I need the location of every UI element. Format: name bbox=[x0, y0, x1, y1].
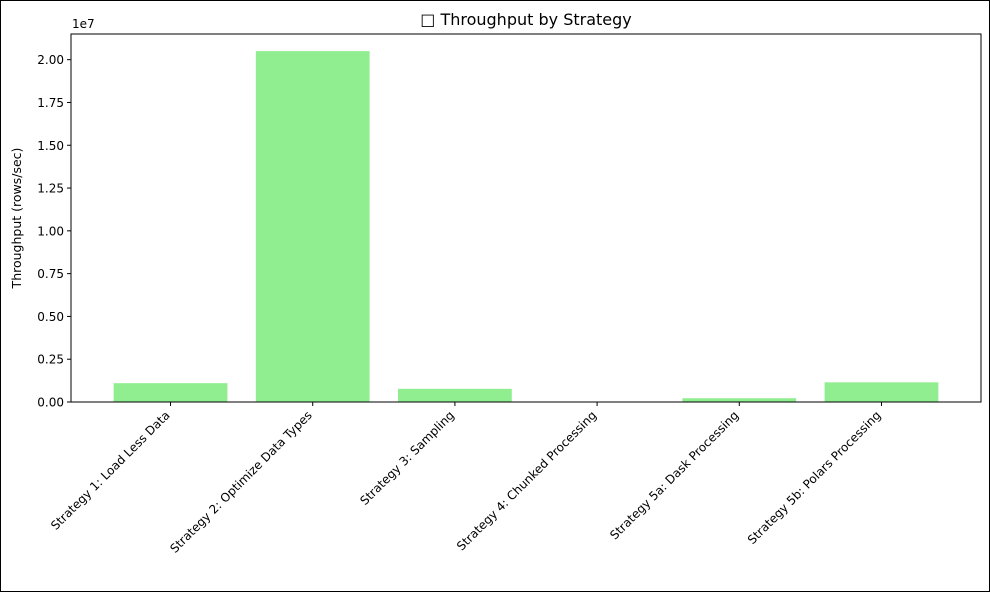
y-tick-label: 1.00 bbox=[37, 224, 64, 238]
x-tick-label: Strategy 4: Chunked Processing bbox=[454, 408, 599, 553]
y-tick-label: 0.25 bbox=[37, 353, 64, 367]
bars-group bbox=[113, 51, 939, 403]
y-tick-label: 2.00 bbox=[37, 53, 64, 67]
y-tick-label: 1.25 bbox=[37, 182, 64, 196]
y-axis-label: Throughput (rows/sec) bbox=[9, 148, 24, 290]
x-tick-label: Strategy 1: Load Less Data bbox=[48, 408, 173, 533]
x-tick-label: Strategy 3: Sampling bbox=[357, 408, 457, 508]
bar-1 bbox=[113, 383, 228, 402]
x-tick-label: Strategy 2: Optimize Data Types bbox=[167, 408, 315, 556]
bar-5 bbox=[682, 398, 797, 402]
y-axis-ticks: 0.00 0.25 0.50 0.75 1.00 1.25 1.50 1.75 2.00 bbox=[37, 53, 71, 410]
bar-3 bbox=[398, 388, 512, 402]
chart-title: □ Throughput by Strategy bbox=[420, 10, 632, 29]
bar-6 bbox=[824, 382, 939, 402]
y-tick-label: 1.75 bbox=[37, 96, 64, 110]
bar-2 bbox=[255, 51, 370, 403]
y-tick-label: 0.00 bbox=[37, 396, 64, 410]
x-tick-label: Strategy 5b: Polars Processing bbox=[745, 408, 884, 547]
x-tick-label: Strategy 5a: Dask Processing bbox=[607, 408, 741, 542]
y-tick-label: 1.50 bbox=[37, 139, 64, 153]
y-tick-label: 0.50 bbox=[37, 310, 64, 324]
plot-area-frame bbox=[70, 33, 982, 403]
y-tick-label: 0.75 bbox=[37, 267, 64, 281]
y-axis-offset-text: 1e7 bbox=[72, 17, 95, 31]
